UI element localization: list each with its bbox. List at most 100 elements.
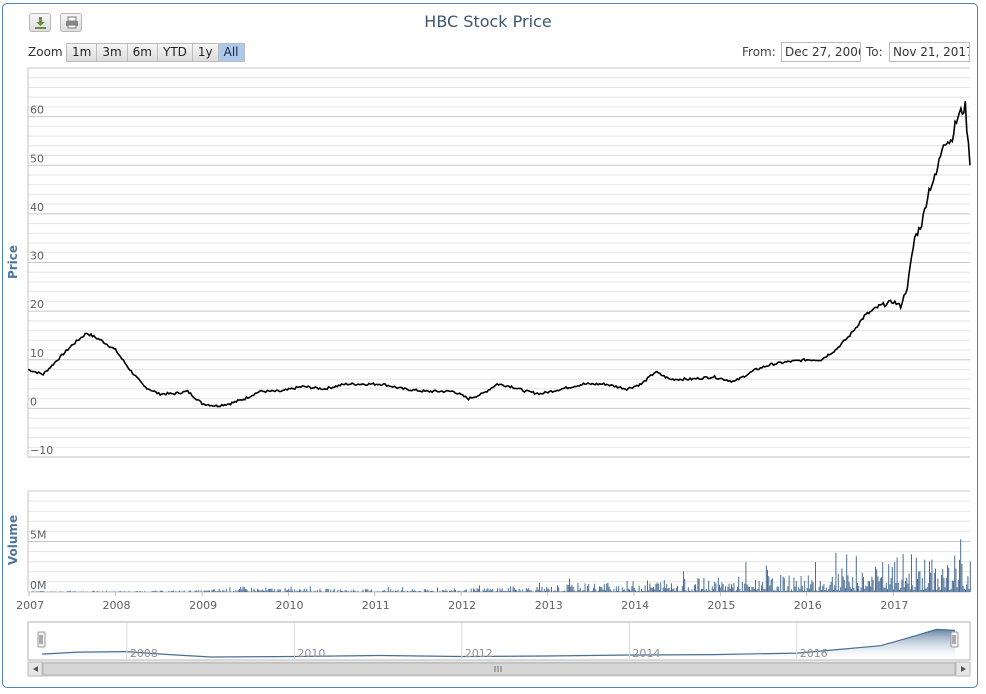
volume-bar xyxy=(600,586,602,592)
navigator[interactable]: 2008 2010 2012 2014 2016 xyxy=(27,621,971,661)
zoom-1y-button[interactable]: 1y xyxy=(192,43,219,62)
volume-bar xyxy=(295,591,297,592)
volume-bar xyxy=(415,590,417,592)
volume-bar xyxy=(780,575,782,592)
download-button[interactable] xyxy=(29,13,51,32)
from-label: From: xyxy=(742,45,776,59)
print-button[interactable] xyxy=(60,13,82,32)
volume-bar xyxy=(474,589,476,592)
volume-bar xyxy=(294,589,296,592)
y-tick-label: 10 xyxy=(30,347,44,360)
navigator-handle[interactable] xyxy=(37,631,46,648)
volume-bar xyxy=(495,591,497,592)
volume-bar xyxy=(387,586,389,592)
volume-bar xyxy=(269,589,270,592)
volume-bar xyxy=(396,591,398,592)
volume-bar xyxy=(141,591,143,592)
volume-bar xyxy=(750,590,752,592)
volume-bar xyxy=(822,586,824,592)
y-tick-label: −10 xyxy=(30,444,53,457)
volume-bar xyxy=(849,587,851,592)
volume-bar xyxy=(289,590,291,592)
volume-bar xyxy=(609,589,611,592)
volume-bar xyxy=(585,591,587,592)
volume-bar xyxy=(194,590,196,592)
volume-bar xyxy=(731,584,732,592)
volume-bar xyxy=(417,591,419,592)
volume-bar xyxy=(897,582,899,592)
volume-bar xyxy=(667,588,669,592)
scrollbar[interactable] xyxy=(27,661,971,677)
volume-bar xyxy=(869,581,870,592)
volume-bar xyxy=(42,591,44,592)
volume-bar xyxy=(938,587,940,592)
navigator-handle[interactable] xyxy=(950,631,959,648)
volume-bar xyxy=(93,591,95,592)
navigator-tick-label: 2012 xyxy=(465,647,493,660)
volume-bar xyxy=(482,590,484,592)
volume-bar xyxy=(912,585,914,592)
zoom-1m-button[interactable]: 1m xyxy=(66,43,98,62)
volume-bar xyxy=(337,589,339,592)
to-date-input[interactable]: Nov 21, 2017 xyxy=(889,42,970,62)
volume-bar xyxy=(483,588,485,592)
volume-bar xyxy=(581,591,582,592)
volume-bar xyxy=(739,589,741,592)
volume-bar xyxy=(695,584,696,592)
navigator-tick-label: 2014 xyxy=(632,647,660,660)
zoom-ytd-button[interactable]: YTD xyxy=(157,43,193,62)
volume-bar xyxy=(866,586,868,592)
volume-bar xyxy=(629,589,630,592)
volume-bar xyxy=(399,591,401,592)
volume-bar xyxy=(699,591,701,592)
volume-bar xyxy=(558,587,560,592)
volume-bar xyxy=(368,591,370,592)
volume-bar xyxy=(840,587,842,592)
volume-bar xyxy=(36,591,38,592)
zoom-3m-button[interactable]: 3m xyxy=(97,43,128,62)
volume-bar xyxy=(144,591,146,592)
volume-bar xyxy=(620,591,622,592)
volume-bar xyxy=(392,590,394,592)
volume-bar xyxy=(458,590,460,592)
volume-bar xyxy=(152,590,154,592)
volume-bar xyxy=(751,586,753,592)
from-date-input[interactable]: Dec 27, 2006 xyxy=(781,42,861,62)
zoom-all-button[interactable]: All xyxy=(218,43,245,62)
volume-bar xyxy=(367,589,369,592)
volume-bar xyxy=(354,590,356,592)
volume-bar xyxy=(233,591,234,592)
volume-bar xyxy=(603,584,605,592)
volume-bar xyxy=(552,591,554,592)
y-tick-label: 0M xyxy=(30,579,47,592)
volume-bar xyxy=(596,591,598,592)
volume-bar xyxy=(362,589,364,592)
volume-bar xyxy=(602,589,604,592)
volume-bar xyxy=(878,581,880,592)
volume-bar xyxy=(768,576,770,592)
volume-bar xyxy=(656,582,658,592)
volume-bar xyxy=(680,591,682,592)
zoom-6m-button[interactable]: 6m xyxy=(127,43,158,62)
volume-bar xyxy=(261,589,263,592)
volume-bar xyxy=(330,589,332,592)
volume-bar xyxy=(519,590,521,592)
x-axis: 2007 2008 2009 2010 2011 2012 2013 2014 2015 2016… xyxy=(16,592,908,612)
volume-bar xyxy=(377,591,378,592)
volume-bar xyxy=(246,589,248,592)
y-tick-label: 40 xyxy=(30,201,44,214)
volume-bar xyxy=(161,590,162,592)
volume-bar xyxy=(812,582,814,592)
volume-bar xyxy=(747,586,749,592)
volume-bar xyxy=(926,587,928,592)
volume-bar xyxy=(486,589,488,592)
volume-bar xyxy=(726,590,728,592)
volume-bar xyxy=(633,587,635,592)
volume-bar xyxy=(707,590,708,592)
volume-bar xyxy=(439,590,441,592)
x-tick-label: 2017 xyxy=(880,599,908,612)
y-tick-label: 50 xyxy=(30,152,44,165)
volume-bar xyxy=(290,586,292,592)
volume-bar xyxy=(599,586,600,592)
volume-bar xyxy=(597,590,599,592)
